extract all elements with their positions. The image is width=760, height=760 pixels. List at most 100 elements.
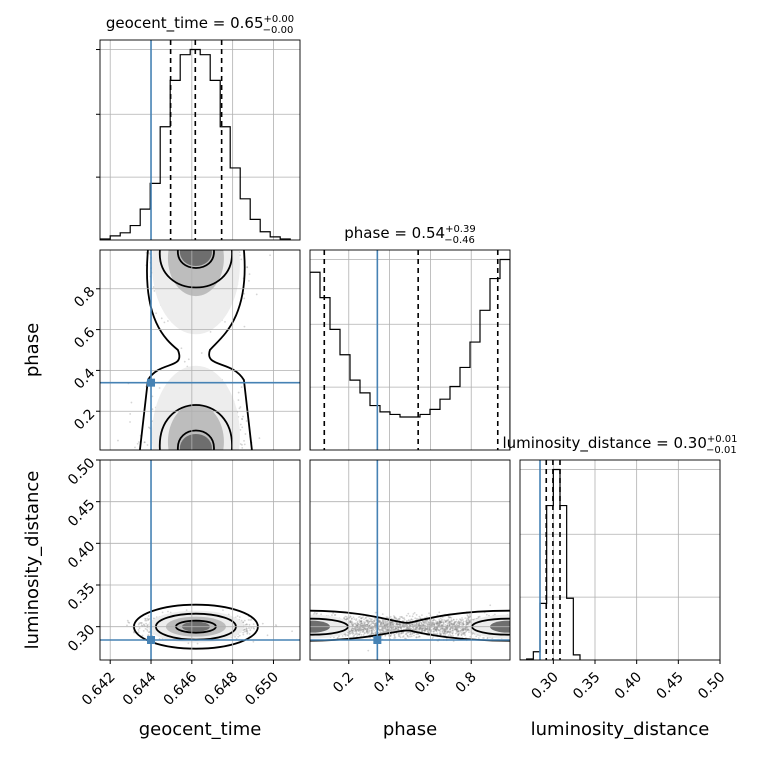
scatter-point	[462, 620, 465, 623]
scatter-point	[382, 622, 385, 625]
scatter-point	[144, 617, 147, 620]
scatter-point	[456, 628, 459, 630]
scatter-point	[245, 420, 248, 422]
contour-inner-top	[177, 250, 215, 269]
scatter-point	[252, 626, 255, 629]
scatter-point	[238, 616, 241, 619]
scatter-point	[158, 387, 161, 389]
scatter-point	[441, 621, 443, 624]
scatter-point	[419, 617, 422, 620]
scatter-point	[405, 614, 408, 617]
scatter-point	[417, 624, 420, 627]
scatter-point	[127, 621, 130, 624]
scatter-point	[353, 627, 356, 630]
scatter-point	[253, 627, 256, 630]
scatter-point	[243, 443, 246, 446]
scatter-point	[129, 413, 132, 415]
scatter-point	[246, 631, 249, 634]
scatter-point	[155, 312, 158, 315]
scatter-point	[261, 622, 264, 625]
scatter-point	[243, 628, 246, 631]
scatter-point	[142, 623, 145, 626]
scatter-point	[448, 631, 451, 634]
scatter-point	[161, 611, 164, 614]
scatter-point	[151, 408, 154, 411]
scatter-point	[137, 623, 140, 626]
scatter-point	[360, 629, 363, 631]
scatter-point	[245, 623, 248, 626]
scatter-point	[372, 632, 374, 635]
scatter-point	[291, 630, 293, 633]
scatter-point	[146, 617, 149, 620]
scatter-point	[425, 621, 428, 624]
scatter-point	[415, 613, 418, 616]
scatter-point	[245, 630, 248, 632]
scatter-point	[415, 624, 418, 627]
scatter-point	[242, 415, 244, 418]
scatter-point	[245, 623, 248, 626]
scatter-point	[138, 627, 141, 630]
density-geocent_time-phase	[117, 250, 271, 450]
scatter-point	[167, 320, 169, 322]
scatter-point	[377, 624, 380, 627]
scatter-point	[129, 421, 131, 423]
scatter-point	[239, 406, 242, 408]
scatter-point	[153, 290, 156, 292]
scatter-point	[243, 439, 245, 442]
scatter-point	[443, 632, 446, 635]
scatter-point	[452, 618, 455, 621]
scatter-point	[448, 624, 451, 627]
scatter-point	[436, 628, 438, 631]
scatter-point	[432, 621, 434, 624]
scatter-point	[239, 443, 242, 445]
scatter-point	[151, 395, 154, 398]
scatter-point	[446, 631, 449, 634]
scatter-point	[468, 631, 470, 634]
scatter-point	[379, 630, 381, 633]
scatter-point	[351, 631, 354, 634]
scatter-point	[126, 624, 128, 627]
scatter-point	[248, 623, 251, 626]
scatter-point	[144, 618, 147, 621]
scatter-point	[247, 618, 250, 621]
scatter-point	[378, 628, 381, 631]
scatter-point	[443, 630, 446, 633]
scatter-point	[386, 623, 388, 626]
scatter-point	[423, 629, 426, 632]
scatter-point	[465, 629, 468, 632]
scatter-point	[364, 621, 367, 624]
scatter-point	[234, 635, 236, 638]
scatter-point	[146, 629, 149, 632]
scatter-point	[147, 618, 150, 621]
scatter-point	[246, 266, 249, 269]
scatter-point	[386, 629, 389, 632]
scatter-point	[343, 617, 346, 619]
scatter-point	[139, 622, 142, 624]
scatter-point	[367, 619, 370, 622]
scatter-point	[426, 620, 429, 623]
scatter-point	[457, 632, 460, 635]
scatter-point	[434, 622, 436, 624]
scatter-point	[244, 623, 247, 626]
density-level-3	[179, 250, 212, 267]
scatter-point	[250, 627, 253, 629]
scatter-point	[387, 626, 389, 629]
scatter-point	[366, 624, 369, 626]
scatter-point	[140, 622, 143, 624]
scatter-point	[349, 616, 352, 618]
scatter-point	[383, 620, 386, 622]
scatter-point	[392, 624, 395, 626]
scatter-point	[144, 619, 147, 622]
scatter-point	[136, 442, 139, 445]
scatter-point	[147, 618, 150, 621]
scatter-point	[117, 439, 119, 442]
scatter-point	[246, 629, 249, 632]
scatter-point	[138, 622, 141, 625]
contour-inner-bottom	[177, 429, 215, 450]
scatter-point	[137, 631, 140, 634]
scatter-point	[443, 629, 446, 632]
scatter-point	[245, 627, 248, 630]
scatter-point	[459, 620, 462, 623]
scatter-point	[143, 441, 146, 444]
